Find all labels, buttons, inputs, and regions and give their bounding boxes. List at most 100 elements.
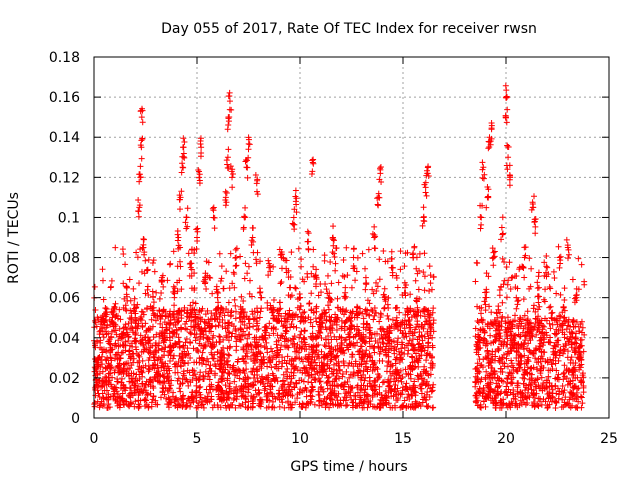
data-point <box>522 252 529 259</box>
data-point <box>248 368 255 375</box>
data-point <box>313 368 320 375</box>
data-point <box>362 351 369 358</box>
data-point <box>93 323 100 330</box>
data-point <box>577 393 584 400</box>
data-point <box>501 277 508 284</box>
data-point <box>203 361 210 368</box>
data-point <box>193 359 200 366</box>
data-point <box>409 332 416 339</box>
data-point <box>349 372 356 379</box>
data-point <box>358 343 365 350</box>
data-point <box>192 300 199 307</box>
data-point <box>170 329 177 336</box>
data-point <box>333 367 340 374</box>
data-point <box>535 284 542 291</box>
data-point <box>225 390 232 397</box>
data-point <box>572 334 579 341</box>
data-point <box>578 329 585 336</box>
data-point <box>480 335 487 342</box>
data-point <box>307 399 314 406</box>
data-point <box>421 308 428 315</box>
data-point <box>513 273 520 280</box>
data-point <box>496 287 503 294</box>
data-point <box>197 141 204 148</box>
data-point <box>572 375 579 382</box>
data-point <box>99 368 106 375</box>
data-point <box>339 349 346 356</box>
data-point <box>544 390 551 397</box>
data-point <box>346 374 353 381</box>
data-point <box>360 315 367 322</box>
data-point <box>94 359 101 366</box>
data-point <box>261 334 268 341</box>
data-point <box>143 397 150 404</box>
data-point <box>100 394 107 401</box>
data-point <box>485 273 492 280</box>
data-point <box>324 272 331 279</box>
data-point <box>266 397 273 404</box>
data-point <box>418 390 425 397</box>
data-point <box>379 400 386 407</box>
data-point <box>195 167 202 174</box>
data-point <box>361 377 368 384</box>
data-point <box>324 385 331 392</box>
data-point <box>376 194 383 201</box>
data-point <box>308 290 315 297</box>
data-point <box>313 362 320 369</box>
data-point <box>287 274 294 281</box>
data-point <box>278 279 285 286</box>
data-point <box>331 253 338 260</box>
data-point <box>377 163 384 170</box>
data-point <box>190 399 197 406</box>
data-point <box>190 345 197 352</box>
data-point <box>399 404 406 411</box>
data-point <box>219 366 226 373</box>
data-point <box>381 305 388 312</box>
data-point <box>253 256 260 263</box>
data-point <box>406 321 413 328</box>
data-point <box>192 371 199 378</box>
data-point <box>240 297 247 304</box>
data-point <box>517 333 524 340</box>
data-point <box>209 290 216 297</box>
data-point <box>534 366 541 373</box>
data-point <box>188 317 195 324</box>
data-point <box>144 286 151 293</box>
data-point <box>334 295 341 302</box>
data-point <box>180 342 187 349</box>
data-point <box>424 328 431 335</box>
data-point <box>346 333 353 340</box>
data-point <box>508 332 515 339</box>
data-point <box>374 283 381 290</box>
data-point <box>225 114 232 121</box>
data-point <box>521 244 528 251</box>
data-point <box>106 370 113 377</box>
data-point <box>180 372 187 379</box>
data-point <box>421 218 428 225</box>
data-point <box>421 181 428 188</box>
data-point <box>218 360 225 367</box>
data-point <box>122 261 129 268</box>
data-point <box>371 330 378 337</box>
data-point <box>509 274 516 281</box>
data-point <box>297 294 304 301</box>
data-point <box>112 396 119 403</box>
data-point <box>96 402 103 409</box>
data-point <box>327 329 334 336</box>
data-point <box>288 361 295 368</box>
data-point <box>543 273 550 280</box>
data-point <box>136 202 143 209</box>
data-point <box>384 312 391 319</box>
data-point <box>151 357 158 364</box>
data-point <box>201 319 208 326</box>
data-point <box>569 384 576 391</box>
data-point <box>563 317 570 324</box>
data-point <box>507 389 514 396</box>
data-point <box>99 277 106 284</box>
data-point <box>406 330 413 337</box>
data-point <box>554 376 561 383</box>
data-point <box>166 385 173 392</box>
data-point <box>529 333 536 340</box>
data-point <box>240 383 247 390</box>
